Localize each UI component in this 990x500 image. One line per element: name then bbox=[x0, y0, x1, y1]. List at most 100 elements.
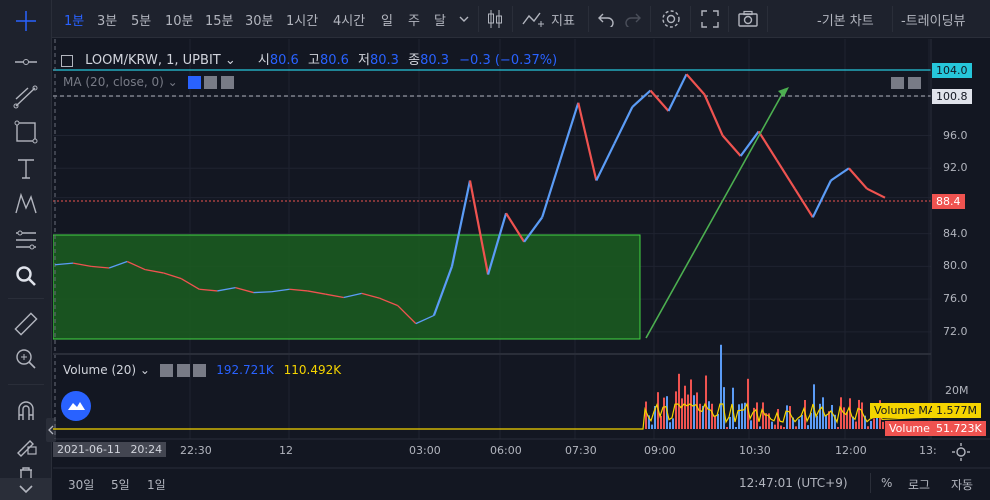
collapse-legend-button[interactable] bbox=[61, 54, 73, 67]
interval-5m[interactable]: 5분 bbox=[131, 14, 152, 29]
fullscreen-icon[interactable] bbox=[700, 9, 720, 29]
interval-month[interactable]: 달 bbox=[434, 14, 446, 29]
time-tick-label: 03:00 bbox=[409, 444, 441, 457]
volume-bar bbox=[708, 401, 710, 429]
search-icon[interactable] bbox=[13, 263, 39, 289]
interval-30m[interactable]: 30분 bbox=[245, 14, 274, 29]
text-tool-icon[interactable] bbox=[13, 155, 39, 181]
trash-icon[interactable] bbox=[13, 466, 39, 480]
chart-area[interactable]: LOOM/KRW, 1, UPBIT ⌄ 시80.6 고80.6 저80.3 종… bbox=[53, 39, 990, 500]
volume-bar bbox=[873, 418, 875, 429]
price-segment bbox=[415, 314, 435, 325]
price-segment bbox=[108, 260, 128, 269]
collapse-toolbar-button[interactable] bbox=[0, 478, 52, 500]
expand-tab-button[interactable] bbox=[46, 418, 56, 442]
redo-icon[interactable] bbox=[624, 11, 642, 27]
gear-icon[interactable] bbox=[176, 364, 190, 377]
move-pane-down-icon[interactable] bbox=[891, 77, 904, 89]
consolidation-box[interactable] bbox=[53, 234, 641, 340]
interval-1m[interactable]: 1분 bbox=[64, 14, 85, 29]
volume-ma-line bbox=[53, 402, 932, 430]
eye-icon[interactable] bbox=[159, 364, 173, 377]
gear-icon[interactable] bbox=[204, 76, 218, 89]
interval-10m[interactable]: 10분 bbox=[165, 14, 194, 29]
ma-label[interactable]: MA (20, close, 0) bbox=[63, 75, 164, 89]
volume-label[interactable]: Volume (20) bbox=[63, 363, 137, 377]
price-tick-label: 84.0 bbox=[943, 226, 968, 240]
interval-4h[interactable]: 4시간 bbox=[333, 14, 366, 29]
price-segment bbox=[739, 130, 760, 157]
clock[interactable]: 12:47:01 (UTC+9) bbox=[739, 476, 848, 490]
auto-toggle[interactable]: 자동 bbox=[951, 478, 974, 492]
settings-sun-icon[interactable] bbox=[951, 442, 971, 462]
price-segment bbox=[631, 89, 652, 108]
close-icon[interactable] bbox=[193, 364, 207, 377]
volume-bar bbox=[783, 427, 785, 429]
price-segment bbox=[757, 130, 778, 161]
price-segment bbox=[361, 292, 380, 299]
price-segment bbox=[450, 180, 472, 267]
volume-bar bbox=[810, 413, 812, 429]
price-segment bbox=[649, 89, 670, 112]
fib-tool-icon[interactable] bbox=[13, 227, 39, 253]
price-segment bbox=[703, 94, 724, 136]
tradingview-logo[interactable] bbox=[61, 391, 91, 421]
close-pane-icon[interactable] bbox=[907, 77, 921, 89]
interval-1h[interactable]: 1시간 bbox=[286, 14, 319, 29]
volume-bar bbox=[747, 378, 749, 429]
ruler-icon[interactable] bbox=[13, 311, 39, 337]
volume-bar bbox=[750, 420, 752, 429]
close-icon[interactable] bbox=[221, 76, 235, 89]
toolbar-divider bbox=[650, 6, 651, 32]
interval-3m[interactable]: 3분 bbox=[97, 14, 118, 29]
indicators-button[interactable]: 지표 bbox=[551, 14, 575, 29]
trend-lines-icon[interactable] bbox=[13, 84, 39, 110]
chevron-down-icon[interactable] bbox=[458, 14, 470, 24]
trend-line[interactable] bbox=[645, 88, 786, 339]
price-segment bbox=[523, 216, 544, 243]
eye-icon[interactable] bbox=[187, 76, 201, 89]
zoom-in-icon[interactable] bbox=[13, 346, 39, 372]
price-segment bbox=[163, 272, 182, 280]
indicators-icon[interactable] bbox=[522, 10, 546, 28]
percent-toggle[interactable]: % bbox=[881, 476, 893, 490]
range-30d[interactable]: 30일 bbox=[68, 478, 95, 492]
volume-bar bbox=[789, 406, 791, 429]
tradingview-button[interactable]: -트레이딩뷰 bbox=[901, 14, 966, 29]
volume-bar bbox=[855, 421, 857, 429]
volume-bar bbox=[834, 414, 836, 429]
range-5d[interactable]: 5일 bbox=[111, 478, 130, 492]
undo-icon[interactable] bbox=[597, 11, 615, 27]
range-1d[interactable]: 1일 bbox=[147, 478, 166, 492]
interval-day[interactable]: 일 bbox=[381, 14, 393, 29]
price-segment bbox=[343, 292, 362, 299]
interval-15m[interactable]: 15분 bbox=[205, 14, 234, 29]
interval-week[interactable]: 주 bbox=[408, 14, 420, 29]
rectangle-tool-icon[interactable] bbox=[13, 119, 39, 145]
log-toggle[interactable]: 로그 bbox=[908, 478, 931, 492]
horizontal-line-icon[interactable] bbox=[13, 49, 39, 75]
toolbar-divider bbox=[478, 6, 479, 32]
pattern-tool-icon[interactable] bbox=[13, 191, 39, 217]
volume-bar bbox=[702, 405, 704, 429]
volume-bar bbox=[699, 403, 701, 429]
left-toolbar bbox=[0, 0, 56, 500]
price-segment bbox=[541, 159, 562, 218]
basic-chart-button[interactable]: -기본 차트 bbox=[817, 14, 874, 29]
price-segment bbox=[199, 288, 218, 292]
chevron-down-icon[interactable]: ⌄ bbox=[139, 363, 150, 377]
time-tick-label: 10:30 bbox=[739, 444, 771, 457]
lock-pencil-icon[interactable] bbox=[13, 432, 39, 458]
volume-bar bbox=[840, 397, 842, 429]
camera-icon[interactable] bbox=[737, 10, 759, 28]
price-chart[interactable] bbox=[53, 39, 990, 500]
chevron-down-icon[interactable]: ⌄ bbox=[224, 53, 236, 68]
chevron-down-icon[interactable]: ⌄ bbox=[167, 75, 178, 89]
symbol-name[interactable]: LOOM/KRW, 1, UPBIT bbox=[85, 53, 221, 68]
crosshair-tool-icon[interactable] bbox=[13, 8, 39, 34]
candles-icon[interactable] bbox=[486, 8, 504, 30]
volume-bar bbox=[870, 420, 872, 429]
volume-bar bbox=[672, 418, 674, 429]
magnet-icon[interactable] bbox=[13, 398, 39, 424]
gear-icon[interactable] bbox=[660, 8, 682, 30]
